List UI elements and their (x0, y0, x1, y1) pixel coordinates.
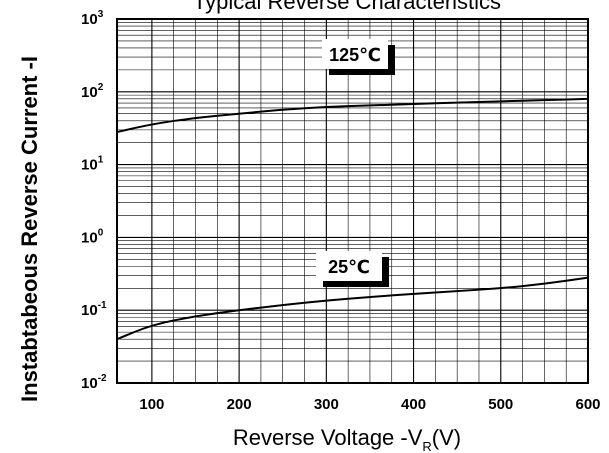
grid (117, 19, 588, 383)
x-axis-label-main: Reverse Voltage -V (233, 425, 423, 450)
series-line (116, 276, 589, 341)
series-callout: 125℃ (322, 39, 395, 75)
y-tick-label: 101 (81, 155, 104, 174)
y-tick-label: 103 (81, 9, 104, 28)
y-tick-label: 10-2 (81, 373, 107, 392)
x-tick-label: 100 (139, 396, 164, 413)
x-tick-label: 200 (227, 396, 252, 413)
x-axis-label: Reverse Voltage -VR(V) (233, 425, 461, 453)
x-tick-label: 600 (575, 396, 600, 413)
plot-frame (116, 18, 589, 384)
x-tick-label: 500 (488, 396, 513, 413)
callout-box (322, 39, 388, 69)
tick-labels: 100 200 300 400 500 600 10-2 10-1 100 101 102 103 (81, 9, 601, 413)
series-callout: 25℃ (316, 251, 389, 287)
x-tick-label: 300 (314, 396, 339, 413)
series-label: 125℃ (329, 45, 381, 65)
y-tick-label: 102 (81, 82, 104, 101)
series-line (116, 97, 589, 134)
x-axis-label-unit: (V) (432, 425, 461, 450)
x-axis-label-subscript: R (422, 439, 431, 453)
series-callouts: 125℃ 25℃ (316, 39, 395, 287)
x-tick-label: 400 (401, 396, 426, 413)
chart-title: Typical Reverse Characteristics (193, 0, 501, 14)
y-axis-label: Instabtabeous Reverse Current -I (17, 56, 42, 402)
y-tick-label: 100 (81, 227, 104, 246)
callout-box (316, 251, 382, 281)
series-label: 25℃ (328, 257, 370, 277)
y-tick-label: 10-1 (81, 300, 107, 319)
series-lines (116, 97, 589, 341)
